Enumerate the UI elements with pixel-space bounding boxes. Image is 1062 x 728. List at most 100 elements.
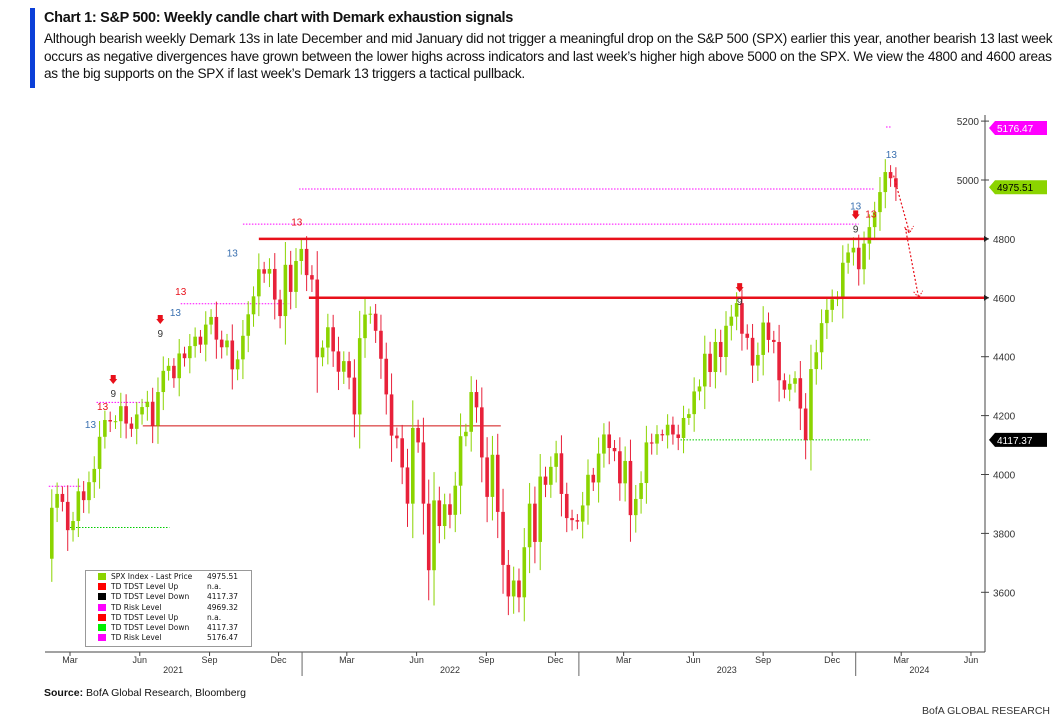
candle-up [299, 248, 304, 261]
candle-up [549, 466, 553, 485]
candle-up [464, 431, 468, 437]
demark-signal-9: 9 [110, 389, 116, 400]
candle-down [718, 341, 723, 357]
candle-down [172, 365, 176, 379]
candle-down [336, 351, 341, 372]
candle-up [294, 260, 298, 292]
candle-up [819, 323, 824, 353]
candle-up [97, 436, 102, 469]
candle-down [533, 503, 537, 542]
candle-down [798, 378, 803, 409]
candle-up [702, 353, 707, 387]
legend-swatch [98, 624, 106, 632]
legend-label: SPX Index - Last Price [111, 571, 193, 581]
candle-up [458, 436, 463, 486]
x-tick-label: Mar [339, 655, 355, 665]
candle-up [623, 460, 627, 484]
candle-down [262, 269, 266, 274]
demark-signal-13: 13 [170, 308, 182, 319]
candle-down [660, 434, 665, 436]
candle-up [145, 401, 150, 408]
candle-down [108, 420, 112, 422]
candle-up [71, 521, 75, 531]
demark-signal-13: 13 [291, 218, 303, 229]
price-tag [989, 432, 1047, 447]
demark-signal-13: 13 [886, 150, 898, 161]
candle-up [538, 476, 543, 542]
candle-up [633, 498, 638, 516]
candle-up [320, 347, 325, 358]
candle-up [140, 407, 144, 415]
candle-down [501, 511, 505, 565]
candle-down [304, 248, 309, 276]
y-tick-label: 3600 [993, 588, 1016, 599]
candle-down [777, 341, 781, 381]
legend: SPX Index - Last Price 4975.51 TD TDST Lev… [85, 570, 252, 647]
demark-signal-9: 9 [853, 224, 859, 235]
candle-down [310, 275, 314, 280]
x-tick-label: Sep [478, 655, 494, 665]
candle-up [872, 212, 877, 228]
candle-up [793, 378, 797, 384]
legend-value: 5176.47 [207, 633, 239, 643]
candle-down [671, 424, 675, 435]
x-tick-label: Dec [547, 655, 564, 665]
legend-swatch [98, 603, 106, 611]
candle-down [543, 476, 548, 485]
candle-down [150, 401, 155, 426]
candle-down [745, 333, 750, 338]
candle-down [389, 394, 394, 436]
candle-down [379, 330, 383, 359]
candle-up [596, 453, 601, 483]
y-tick-label: 4400 [993, 353, 1016, 364]
candle-up [241, 335, 245, 360]
candle-up [527, 503, 532, 548]
legend-value: n.a. [207, 581, 222, 591]
candle-down [182, 353, 187, 359]
candle-down [750, 337, 755, 366]
candle-down [426, 503, 431, 571]
candle-up [862, 243, 866, 270]
candle-up [692, 391, 696, 415]
year-label: 2024 [909, 665, 929, 675]
candle-down [81, 491, 86, 501]
candle-up [156, 392, 160, 426]
candle-down [803, 408, 808, 441]
candle-up [251, 296, 256, 315]
y-tick-label: 4200 [993, 412, 1016, 423]
candle-up [697, 386, 702, 392]
candle-up [787, 383, 792, 390]
candle-up [469, 392, 473, 432]
chart-title: Chart 1: S&P 500: Weekly candle chart wi… [44, 10, 514, 26]
demark-signal-13: 13 [865, 209, 877, 220]
down-arrow-icon [109, 375, 118, 385]
legend-swatch [98, 593, 106, 601]
axis-marker [984, 235, 989, 242]
candle-up [363, 314, 367, 339]
source-note: Source: BofA Global Research, Bloomberg [44, 687, 246, 699]
y-tick-label: 3800 [993, 529, 1016, 540]
candle-down [352, 377, 357, 415]
demark-signal-13: 13 [175, 287, 187, 298]
candle-up [326, 327, 330, 348]
candle-up [246, 314, 251, 336]
candle-down [65, 501, 70, 531]
candle-down [288, 264, 293, 292]
candle-up [368, 313, 373, 315]
candle-up [602, 434, 606, 454]
candle-up [846, 252, 850, 263]
candle-up [209, 316, 213, 325]
price-tag [989, 180, 1047, 195]
legend-swatch [98, 582, 106, 590]
projection-arrowhead [913, 290, 924, 299]
candle-down [129, 423, 134, 429]
candle-up [681, 417, 686, 438]
candle-up [809, 369, 813, 441]
x-tick-label: Mar [616, 655, 632, 665]
legend-item: TD TDST Level Down 4117.37 [86, 622, 251, 632]
candle-up [490, 454, 495, 497]
candle-down [856, 247, 861, 270]
legend-item: TD Risk Level 5176.47 [86, 633, 251, 643]
candle-down [395, 435, 399, 439]
x-tick-label: Jun [964, 655, 979, 665]
